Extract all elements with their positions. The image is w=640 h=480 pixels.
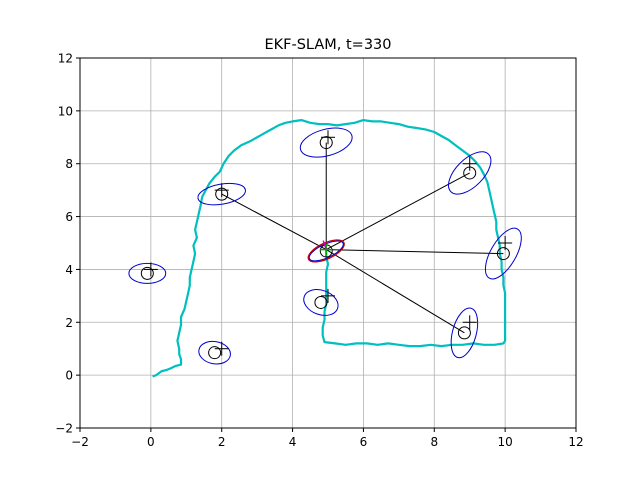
x-tick-label: 2 [218, 435, 226, 449]
y-tick-label: 0 [65, 369, 73, 383]
x-tick-label: 8 [430, 435, 438, 449]
y-tick-label: 12 [58, 52, 73, 66]
observation-line [221, 193, 327, 251]
robot-estimate-ellipse [308, 240, 344, 262]
x-tick-label: −2 [71, 435, 89, 449]
plot-frame [79, 57, 577, 429]
landmark-covariance-ellipse [128, 262, 167, 284]
landmark-estimate [314, 295, 328, 309]
observation-line [326, 249, 504, 255]
grid [79, 57, 577, 429]
x-tick-label: 4 [289, 435, 297, 449]
y-tick-label: 6 [65, 210, 73, 224]
x-tick-label: 0 [147, 435, 155, 449]
y-tick-label: 10 [58, 104, 73, 118]
landmark-estimate [319, 136, 333, 150]
y-tick-label: −2 [55, 422, 73, 436]
y-tick-label: 4 [65, 263, 73, 277]
landmark-covariance-ellipse [198, 340, 231, 365]
chart-title: EKF-SLAM, t=330 [264, 37, 391, 53]
observation-line [325, 172, 470, 251]
y-tick-label: 2 [65, 316, 73, 330]
y-tick-label: 8 [65, 157, 73, 171]
landmark-covariance-ellipse [450, 307, 479, 359]
landmark-covariance-ellipse [299, 127, 353, 158]
observation-line [325, 249, 465, 334]
x-tick-label: 6 [360, 435, 368, 449]
landmark-covariance-ellipse [197, 182, 247, 206]
landmark-estimate [496, 247, 510, 261]
robot-heading [322, 240, 327, 250]
landmark-covariance-ellipse [303, 289, 339, 316]
landmark-covariance-ellipse [448, 151, 492, 195]
landmark-covariance-ellipse [484, 227, 522, 280]
axes: −2 0 2 4 6 8 10 12 −2 0 2 4 6 8 10 12 [55, 52, 583, 450]
landmark-estimate [140, 266, 154, 280]
landmark-estimate [208, 346, 222, 360]
landmark-estimate [457, 326, 471, 340]
plot-area [128, 118, 522, 378]
robot-trajectory [152, 118, 507, 378]
x-tick-label: 12 [568, 435, 583, 449]
robot-covariance-ellipse [307, 239, 345, 263]
x-tick-label: 10 [498, 435, 513, 449]
